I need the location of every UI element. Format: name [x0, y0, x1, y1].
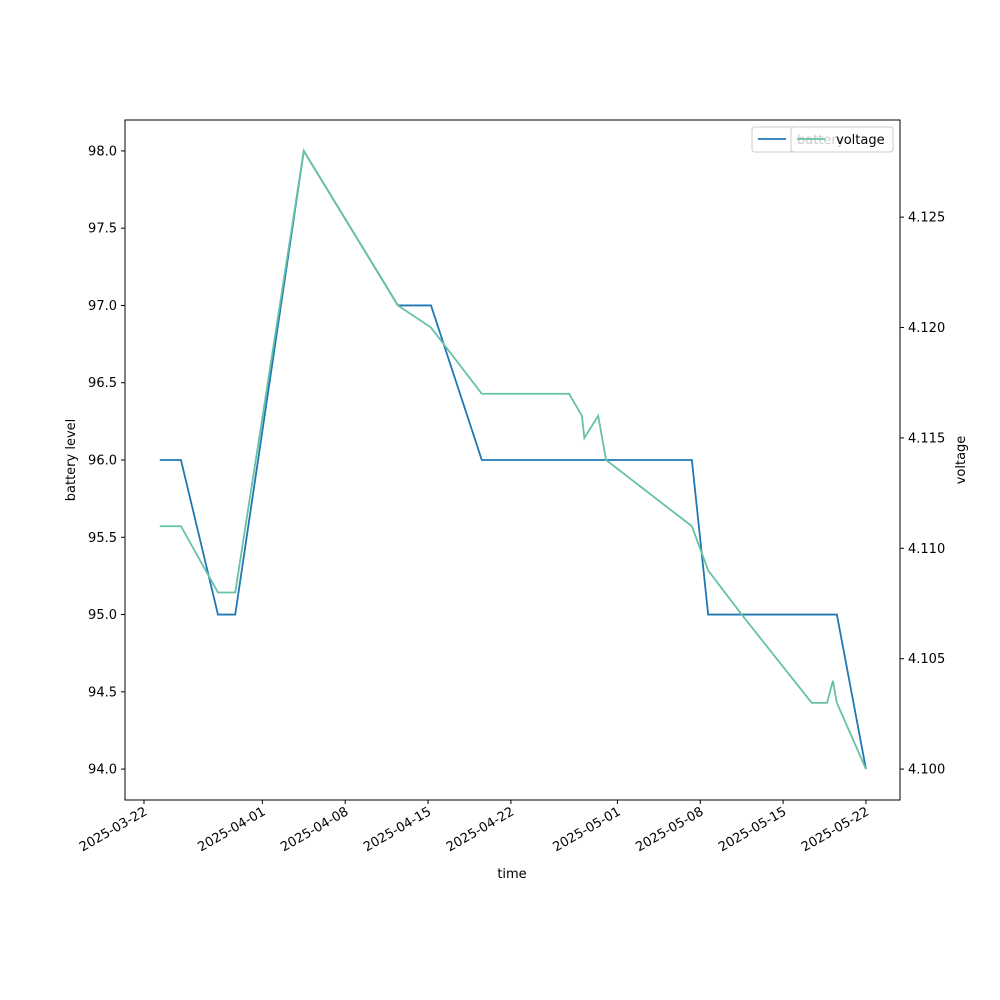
y-tick-label: 96.5 [88, 376, 117, 391]
plot-frame [124, 119, 901, 801]
x-tick-label: 2025-05-22 [799, 804, 872, 855]
y2-tick-label: 4.120 [908, 321, 945, 336]
y2-tick-label: 4.115 [908, 431, 945, 446]
y-tick-label: 95.5 [88, 531, 117, 546]
y-tick-label: 96.0 [88, 454, 117, 469]
y2-tick-label: 4.105 [908, 652, 945, 667]
line-voltage [159, 148, 867, 770]
y-tick-label: 95.0 [88, 608, 117, 623]
legend-label: voltage [836, 133, 885, 148]
x-tick-label: 2025-04-22 [444, 804, 517, 855]
x-axis-label: time [497, 867, 526, 882]
x-tick-label: 2025-04-15 [361, 804, 434, 855]
x-tick-label: 2025-04-01 [195, 804, 268, 855]
y2-tick-label: 4.110 [908, 542, 945, 557]
y-tick-label: 97.5 [88, 222, 117, 237]
y-axis-label: battery level [64, 419, 79, 502]
y2-tick-label: 4.100 [908, 763, 945, 778]
x-tick-label: 2025-04-08 [278, 804, 351, 855]
legend: voltage [790, 126, 894, 153]
y-tick-label: 94.5 [88, 685, 117, 700]
legend-box [790, 126, 894, 153]
y-tick-label: 94.0 [88, 763, 117, 778]
y-tick-label: 98.0 [88, 144, 117, 159]
line-battery [159, 148, 867, 770]
y2-tick-label: 4.125 [908, 211, 945, 226]
x-tick-label: 2025-05-01 [550, 804, 623, 855]
x-tick-label: 2025-03-22 [77, 804, 150, 855]
x-tick-label: 2025-05-08 [633, 804, 706, 855]
y2-axis-label: voltage [954, 436, 969, 485]
y-tick-label: 97.0 [88, 299, 117, 314]
x-tick-label: 2025-05-15 [716, 804, 789, 855]
